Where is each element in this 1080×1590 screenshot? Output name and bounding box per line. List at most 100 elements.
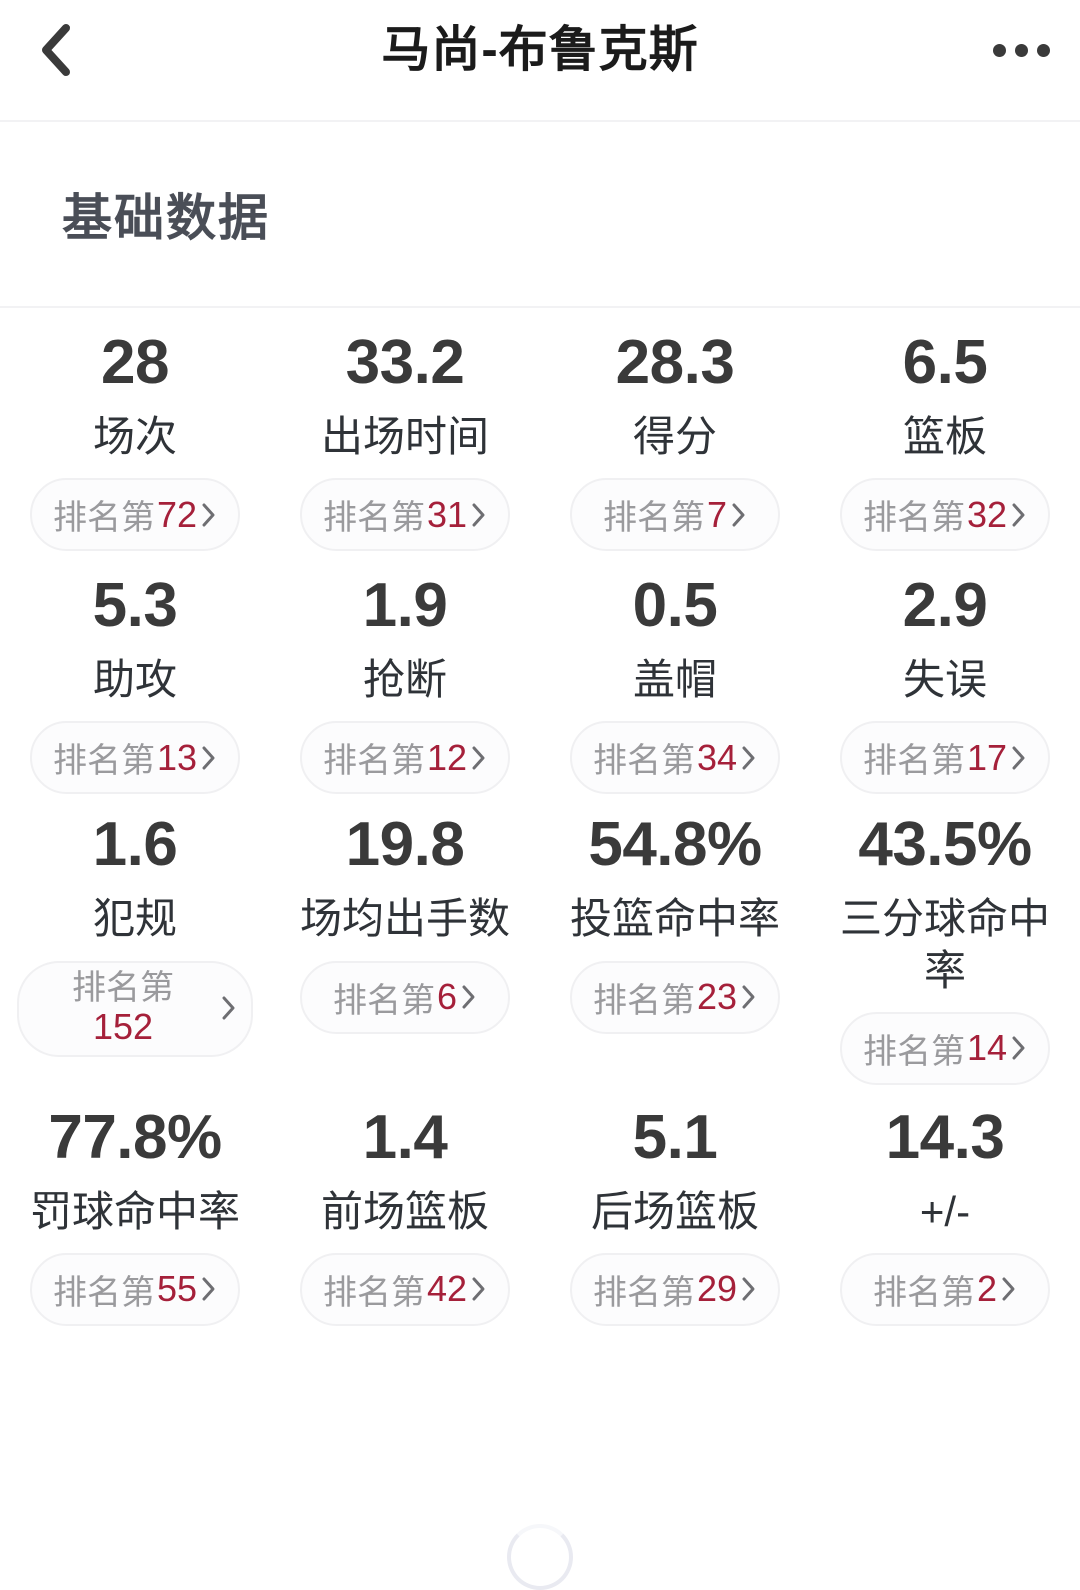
rank-number: 17 [967, 737, 1007, 779]
stat-label: 失误 [903, 654, 987, 705]
chevron-right-icon [1011, 1035, 1027, 1061]
stat-label: 场均出手数 [300, 893, 510, 944]
rank-prefix: 排名第 [53, 733, 155, 782]
ellipsis-icon-dot-1 [993, 44, 1006, 57]
stat-label: 罚球命中率 [30, 1186, 240, 1237]
stat-value: 28 [101, 330, 169, 397]
rank-number: 2 [977, 1268, 997, 1310]
rank-number: 55 [157, 1268, 197, 1310]
stat-label: 前场篮板 [321, 1186, 489, 1237]
ellipsis-icon-dot-2 [1015, 44, 1028, 57]
rank-number: 42 [427, 1268, 467, 1310]
stat-value: 77.8% [48, 1105, 221, 1172]
chevron-right-icon [1011, 502, 1027, 528]
chevron-right-icon [741, 984, 757, 1010]
stat-value: 54.8% [588, 812, 761, 879]
rank-prefix: 排名第 [863, 490, 965, 539]
stat-value: 1.9 [363, 573, 448, 640]
app-header: 马尚-布鲁克斯 [0, 0, 1080, 122]
rank-number: 152 [93, 1007, 153, 1047]
rank-prefix: 排名第 [593, 973, 695, 1022]
rank-prefix: 排名第 [72, 969, 174, 1007]
stat-value: 5.3 [93, 573, 178, 640]
rank-number: 29 [697, 1268, 737, 1310]
chevron-right-icon [201, 1276, 217, 1302]
rank-badge-text-stack: 排名第 152 [33, 969, 213, 1047]
stat-label: 后场篮板 [591, 1186, 759, 1237]
rank-prefix: 排名第 [333, 973, 435, 1022]
stat-value: 0.5 [633, 573, 718, 640]
stat-value: 43.5% [858, 812, 1031, 879]
chevron-right-icon [741, 745, 757, 771]
stat-value: 14.3 [886, 1105, 1005, 1172]
stat-value: 28.3 [616, 330, 735, 397]
rank-prefix: 排名第 [863, 1024, 965, 1073]
more-options-button[interactable] [982, 14, 1060, 86]
section-header-basic-stats: 基础数据 [0, 122, 1080, 308]
page-title: 马尚-布鲁克斯 [0, 12, 1080, 88]
stat-label: 盖帽 [633, 654, 717, 705]
stat-value: 2.9 [903, 573, 988, 640]
stat-label: 抢断 [363, 654, 447, 705]
rank-number: 72 [157, 494, 197, 536]
rank-prefix: 排名第 [593, 733, 695, 782]
rank-badge[interactable]: 排名第 152 [17, 961, 253, 1057]
rank-number: 7 [707, 494, 727, 536]
stat-value: 6.5 [903, 330, 988, 397]
rank-number: 32 [967, 494, 1007, 536]
stat-label: 出场时间 [321, 411, 489, 462]
stat-label: 助攻 [93, 654, 177, 705]
rank-prefix: 排名第 [603, 490, 705, 539]
rank-number: 34 [697, 737, 737, 779]
rank-prefix: 排名第 [53, 490, 155, 539]
rank-prefix: 排名第 [593, 1265, 695, 1314]
rank-prefix: 排名第 [323, 490, 425, 539]
rank-prefix: 排名第 [873, 1265, 975, 1314]
chevron-right-icon [741, 1276, 757, 1302]
stat-value: 5.1 [633, 1105, 718, 1172]
rank-number: 12 [427, 737, 467, 779]
chevron-right-icon [221, 995, 237, 1021]
stat-label: +/- [920, 1186, 970, 1237]
chevron-right-icon [201, 502, 217, 528]
chevron-right-icon [731, 502, 747, 528]
chevron-right-icon [471, 502, 487, 528]
loading-indicator [0, 1524, 1080, 1590]
stat-value: 33.2 [346, 330, 465, 397]
chevron-right-icon [471, 745, 487, 771]
stat-label: 场次 [93, 411, 177, 462]
stat-label: 三分球命中率 [840, 893, 1050, 995]
stat-cell-fouls: 1.6 犯规 排名第 152 [0, 794, 270, 1084]
